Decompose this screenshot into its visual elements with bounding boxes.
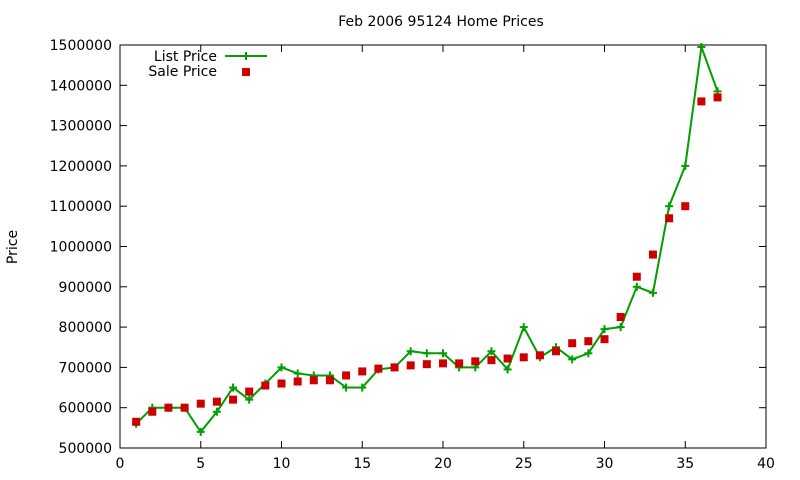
sale-price-point bbox=[422, 360, 431, 369]
sale-price-point bbox=[584, 337, 593, 346]
sale-price-point bbox=[229, 395, 238, 404]
list-price-point bbox=[665, 202, 674, 211]
list-price-point bbox=[568, 355, 577, 364]
sale-price-point bbox=[713, 93, 722, 102]
list-price-point bbox=[196, 427, 205, 436]
sale-price-point bbox=[648, 250, 657, 259]
list-price-point bbox=[697, 43, 706, 52]
sale-price-point bbox=[632, 272, 641, 281]
sale-price-point bbox=[277, 379, 286, 388]
x-tick-label: 10 bbox=[273, 456, 291, 472]
sale-price-point bbox=[196, 399, 205, 408]
list-price-line bbox=[135, 46, 719, 434]
x-tick-label: 15 bbox=[353, 456, 371, 472]
x-tick-label: 0 bbox=[116, 456, 125, 472]
sale-price-point bbox=[164, 403, 173, 412]
list-price-point bbox=[406, 347, 415, 356]
sale-price-point bbox=[455, 359, 464, 368]
x-tick-label: 20 bbox=[434, 456, 452, 472]
y-tick-label: 1200000 bbox=[50, 159, 112, 175]
list-price-point bbox=[229, 383, 238, 392]
list-price-point bbox=[293, 369, 302, 378]
sale-price-point bbox=[600, 335, 609, 344]
sale-price-point bbox=[439, 359, 447, 368]
y-tick-label: 1300000 bbox=[50, 119, 112, 135]
sale-price-point bbox=[616, 313, 625, 322]
legend-label-sale-price: Sale Price bbox=[148, 64, 217, 80]
sale-price-point bbox=[568, 339, 577, 348]
sale-price-point bbox=[293, 377, 302, 386]
y-tick-label: 800000 bbox=[59, 320, 112, 336]
sale-price-point bbox=[697, 97, 706, 106]
y-tick-label: 600000 bbox=[59, 401, 112, 417]
sale-price-point bbox=[681, 202, 690, 211]
list-price-point bbox=[616, 323, 625, 332]
list-price-point bbox=[584, 349, 593, 358]
sale-price-point bbox=[390, 363, 399, 372]
y-tick-label: 700000 bbox=[59, 360, 112, 376]
plot-frame bbox=[119, 44, 767, 449]
sale-price-point bbox=[358, 367, 367, 376]
legend-label-list-price: List Price bbox=[154, 49, 217, 65]
y-tick-label: 900000 bbox=[59, 280, 112, 296]
sale-price-point bbox=[148, 407, 157, 416]
sale-price-point bbox=[132, 417, 141, 426]
list-price-point bbox=[503, 365, 512, 374]
y-tick-label: 1000000 bbox=[50, 240, 112, 256]
sale-price-point bbox=[519, 353, 528, 362]
y-tick-label: 1400000 bbox=[50, 78, 112, 94]
sale-price-point bbox=[665, 214, 674, 223]
list-price-point bbox=[358, 383, 367, 392]
x-tick-label: 5 bbox=[196, 456, 205, 472]
list-price-point bbox=[632, 282, 641, 291]
sale-price-point bbox=[471, 357, 480, 366]
list-price-point bbox=[277, 363, 286, 372]
sale-price-point bbox=[245, 387, 254, 396]
list-price-point bbox=[600, 325, 609, 334]
x-tick-label: 35 bbox=[676, 456, 694, 472]
x-tick-label: 25 bbox=[515, 456, 533, 472]
x-tick-label: 30 bbox=[596, 456, 614, 472]
legend-swatch-sale-price bbox=[242, 68, 250, 76]
x-tick-label: 40 bbox=[757, 456, 775, 472]
y-tick-label: 1100000 bbox=[50, 199, 112, 215]
sale-price-point bbox=[552, 347, 561, 356]
sale-price-point bbox=[374, 364, 383, 373]
list-price-point bbox=[519, 323, 528, 332]
list-price-point bbox=[212, 407, 221, 416]
sale-price-point bbox=[261, 381, 270, 390]
list-price-point bbox=[422, 349, 431, 358]
list-price-point bbox=[648, 288, 657, 297]
y-axis-label: Price bbox=[5, 230, 21, 264]
sale-price-point bbox=[325, 376, 334, 385]
list-price-point bbox=[681, 161, 690, 170]
list-price-point bbox=[245, 395, 254, 404]
sale-price-point bbox=[212, 397, 221, 406]
sale-price-point bbox=[342, 371, 351, 380]
list-price-point bbox=[487, 347, 496, 356]
sale-price-point bbox=[406, 361, 415, 370]
list-price-point bbox=[342, 383, 351, 392]
chart-title: Feb 2006 95124 Home Prices bbox=[338, 14, 544, 30]
sale-price-point bbox=[487, 356, 496, 365]
sale-price-point bbox=[503, 354, 512, 363]
sale-price-point bbox=[309, 376, 318, 385]
y-tick-label: 500000 bbox=[59, 441, 112, 457]
sale-price-point bbox=[180, 403, 189, 412]
y-tick-label: 1500000 bbox=[50, 38, 112, 54]
sale-price-point bbox=[535, 351, 544, 360]
list-price-point bbox=[439, 349, 447, 358]
